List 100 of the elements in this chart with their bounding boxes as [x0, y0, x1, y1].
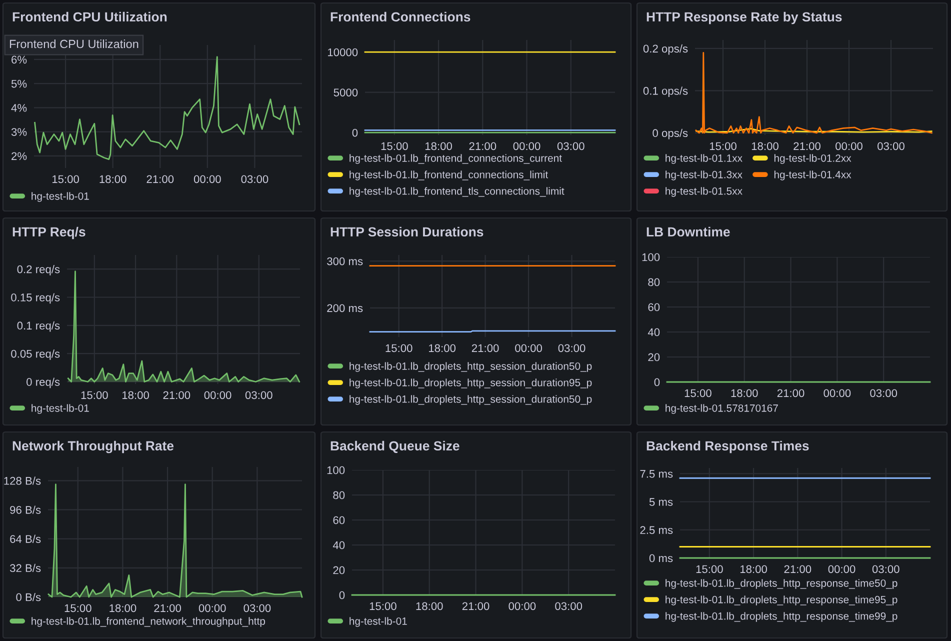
x-tick-label: 15:00 [684, 389, 712, 398]
y-tick-label: 64 B/s [10, 534, 41, 543]
x-tick-label: 00:00 [836, 142, 862, 150]
y-tick-label: 6% [12, 56, 27, 64]
x-tick-label: 00:00 [513, 142, 540, 150]
legend-label: hg-test-lb-01.lb_droplets_http_session_duration95_p [350, 378, 592, 388]
chart-title: HTTP Response Rate by Status [646, 12, 842, 24]
x-tick-label: 18:00 [752, 142, 778, 150]
x-tick-label: 21:00 [794, 142, 820, 150]
y-tick-label: 0 ms [649, 554, 673, 562]
legend-label: hg-test-lb-01.lb_frontend_connections_limit [350, 170, 548, 180]
y-tick-label: 5 ms [649, 498, 673, 506]
legend-label: hg-test-lb-01.lb_droplets_http_response_time99_p [666, 612, 898, 622]
y-tick-label: 80 [333, 491, 345, 500]
legend-label: hg-test-lb-01 [350, 617, 407, 627]
y-tick-label: 100 [642, 253, 660, 262]
x-tick-label: 18:00 [100, 175, 126, 184]
x-tick-label: 03:00 [245, 391, 272, 400]
chart-title: Backend Queue Size [330, 440, 460, 454]
x-tick-label: 15:00 [81, 391, 108, 400]
legend-label: hg-test-lb-01.lb_frontend_connections_current [350, 154, 562, 164]
x-tick-label: 00:00 [204, 391, 232, 400]
y-tick-label: 0.2 req/s [17, 265, 60, 276]
line-series [34, 56, 300, 160]
y-tick-label: 10000 [328, 48, 358, 56]
y-tick-label: 300 ms [327, 257, 363, 266]
y-tick-label: 3% [11, 128, 27, 136]
y-tick-label: 0.05 req/s [11, 350, 60, 360]
y-tick-label: 200 ms [327, 304, 363, 312]
y-tick-label: 60 [333, 516, 345, 524]
x-tick-label: 21:00 [472, 344, 499, 352]
line-series [695, 52, 932, 134]
legend-label: hg-test-lb-01.lb_droplets_http_session_duration50_p [350, 362, 592, 372]
y-tick-label: 7.5 ms [640, 470, 673, 478]
legend-label: hg-test-lb-01.lb_frontend_tls_connections_limit [350, 187, 564, 197]
legend-label: hg-test-lb-01.1xx [666, 154, 742, 164]
y-tick-label: 96 B/s [10, 506, 41, 514]
x-tick-label: 03:00 [555, 602, 582, 610]
x-tick-label: 00:00 [515, 344, 542, 352]
x-tick-label: 15:00 [710, 142, 736, 150]
x-tick-label: 03:00 [558, 344, 586, 352]
y-tick-label: 100 [327, 466, 345, 474]
legend-label: hg-test-lb-01.5xx [666, 187, 742, 197]
annotation: Frontend CPU Utilization [10, 40, 138, 48]
y-tick-label: 0 [654, 378, 660, 386]
x-tick-label: 18:00 [429, 344, 456, 352]
x-tick-label: 00:00 [194, 175, 221, 184]
x-tick-label: 18:00 [425, 142, 452, 150]
y-tick-label: 40 [648, 328, 660, 336]
y-tick-label: 20 [333, 566, 345, 574]
y-tick-label: 0 B/s [16, 592, 41, 602]
chart-title: HTTP Session Durations [330, 226, 484, 237]
y-tick-label: 0 req/s [26, 378, 60, 388]
x-tick-label: 18:00 [122, 391, 149, 400]
x-tick-label: 00:00 [824, 389, 851, 398]
x-tick-label: 03:00 [241, 175, 268, 184]
chart-title: LB Downtime [646, 226, 730, 237]
y-tick-label: 2.5 ms [640, 526, 673, 534]
chart-title: Network Throughput Rate [12, 440, 174, 454]
x-tick-label: 21:00 [777, 389, 804, 398]
x-tick-label: 18:00 [416, 602, 443, 610]
x-tick-label: 03:00 [872, 565, 900, 574]
y-tick-label: 0 [339, 591, 345, 600]
legend-label: hg-test-lb-01.578170167 [666, 404, 778, 414]
y-tick-label: 0.2 ops/s [643, 44, 688, 55]
x-tick-label: 03:00 [878, 142, 904, 150]
y-tick-label: 5000 [334, 88, 358, 96]
x-tick-label: 15:00 [64, 604, 92, 612]
y-tick-label: 32 B/s [10, 564, 41, 572]
x-tick-label: 18:00 [110, 604, 136, 612]
y-tick-label: 40 [332, 541, 345, 550]
chart-title: Frontend CPU Utilization [12, 12, 167, 22]
x-tick-label: 21:00 [469, 142, 496, 150]
y-tick-label: 5% [11, 80, 27, 88]
x-tick-label: 15:00 [52, 175, 79, 184]
y-tick-label: 0.1 req/s [17, 321, 60, 332]
y-tick-label: 0 [352, 128, 358, 137]
chart-title: Backend Response Times [646, 440, 809, 454]
legend-label: hg-test-lb-01.lb_droplets_http_response_time95_p [666, 596, 898, 606]
legend-label: hg-test-lb-01.lb_droplets_http_session_duration50_p [350, 395, 592, 405]
x-tick-label: 03:00 [244, 604, 271, 612]
y-tick-label: 60 [648, 303, 660, 312]
y-tick-label: 20 [648, 353, 660, 362]
x-tick-label: 21:00 [784, 565, 812, 574]
legend-label: hg-test-lb-01.lb_frontend_network_throughput_http [32, 617, 266, 627]
legend-label: hg-test-lb-01.2xx [774, 154, 852, 164]
x-tick-label: 03:00 [870, 389, 898, 398]
x-tick-label: 21:00 [154, 604, 181, 612]
x-tick-label: 18:00 [740, 565, 767, 574]
x-tick-label: 00:00 [828, 565, 856, 574]
y-tick-label: 2% [12, 152, 27, 160]
x-tick-label: 15:00 [381, 142, 408, 150]
legend-label: hg-test-lb-01 [32, 404, 89, 414]
x-tick-label: 21:00 [163, 391, 190, 400]
x-tick-label: 15:00 [386, 344, 412, 352]
legend-label: hg-test-lb-01.4xx [774, 170, 852, 180]
y-tick-label: 0.1 ops/s [643, 86, 688, 97]
legend-label: hg-test-lb-01.3xx [666, 170, 742, 180]
x-tick-label: 21:00 [462, 602, 490, 610]
y-tick-label: 128 B/s [4, 476, 41, 485]
